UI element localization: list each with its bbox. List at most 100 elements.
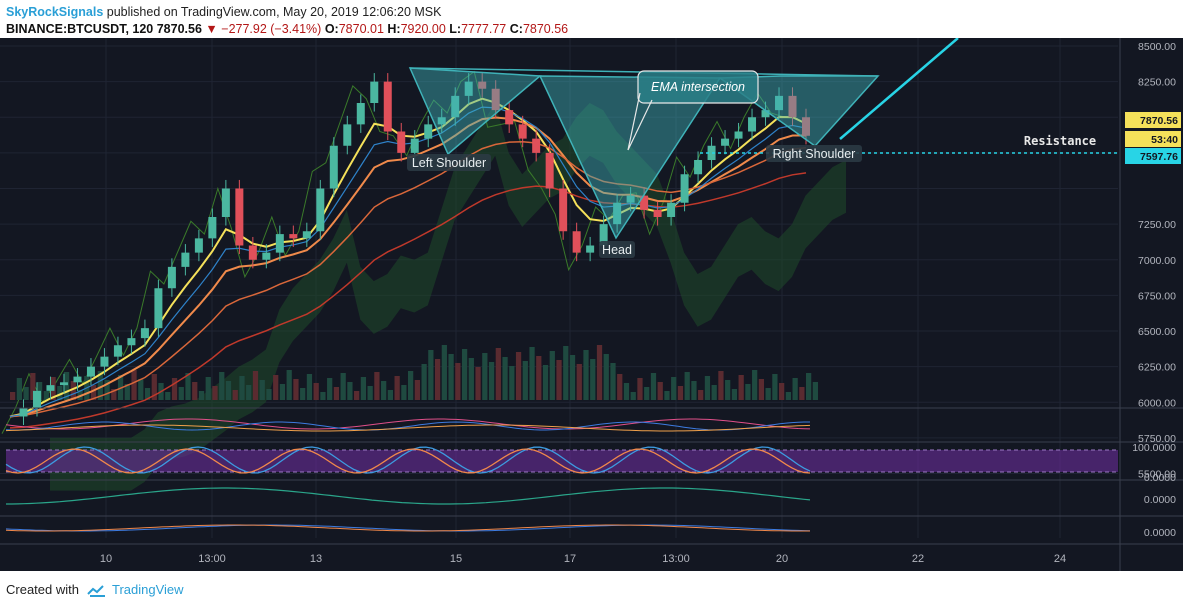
volume-bar — [488, 362, 495, 400]
time-axis: 10 13:00 13 15 17 13:00 20 22 24 — [0, 543, 1183, 565]
y-tick-label: 7250.00 — [1138, 219, 1176, 231]
volume-bar — [745, 384, 751, 400]
head-shape — [538, 75, 722, 240]
volume-bar — [448, 354, 454, 400]
x-tick-label: 13:00 — [198, 553, 226, 565]
candle-body — [518, 124, 527, 139]
volume-bar — [731, 389, 738, 400]
candle-body — [275, 234, 284, 253]
y-tick-label: 6750.00 — [1138, 290, 1176, 302]
volume-bar — [252, 371, 259, 400]
volume-bar — [610, 363, 616, 400]
volume-bar — [536, 356, 542, 400]
volume-bar — [806, 373, 812, 400]
y-tick-label: 5500.00 — [1138, 469, 1176, 481]
volume-bar — [779, 383, 785, 400]
volume-bar — [515, 352, 522, 400]
volume-bar — [684, 372, 690, 400]
oscillator-line-1 — [5, 418, 811, 430]
volume-bar — [90, 385, 97, 400]
candle-body — [370, 81, 379, 103]
candle-body — [464, 81, 473, 96]
volume-bar — [259, 380, 265, 400]
subpanel-tick-label: 0.0000 — [1144, 472, 1176, 484]
volume-bar — [583, 350, 589, 400]
candle-body — [788, 95, 797, 118]
open-value: 7870.01 — [338, 22, 384, 36]
volume-bar — [16, 378, 22, 400]
volume-bar — [522, 361, 528, 400]
candle-body — [478, 81, 487, 89]
volume-bar — [617, 374, 623, 400]
x-tick-label: 15 — [450, 553, 462, 565]
candle-body — [599, 224, 608, 246]
candle-body — [343, 124, 352, 146]
volume-bar — [785, 392, 792, 400]
macd-line — [5, 524, 811, 532]
candle-body — [329, 145, 338, 189]
author-name[interactable]: SkyRockSignals — [6, 5, 104, 19]
tradingview-brand[interactable]: TradingView — [112, 582, 184, 597]
volume-bar — [556, 360, 562, 400]
volume-bar — [408, 371, 414, 400]
volume-bar — [475, 367, 481, 400]
low-value: 7777.77 — [461, 22, 507, 36]
volume-bar — [671, 377, 677, 400]
volume-bar — [637, 378, 643, 400]
last-price: 7870.56 — [156, 22, 202, 36]
candle-body — [289, 234, 298, 239]
subpanel-tick-label: 100.0000 — [1132, 442, 1176, 454]
volume-bar — [266, 389, 272, 400]
volume-bar — [704, 376, 711, 400]
candle-body — [424, 124, 433, 139]
candle-body — [302, 231, 311, 239]
volume-bar — [725, 380, 731, 400]
volume-bar — [772, 374, 778, 400]
volume-bar — [192, 382, 198, 400]
y-tick-label: 6500.00 — [1138, 326, 1176, 338]
candle-body — [100, 356, 109, 367]
candle-body — [127, 338, 136, 346]
volume-bar — [414, 380, 420, 400]
volume-bar — [468, 358, 474, 400]
candle-body — [694, 160, 703, 175]
candle-body — [208, 217, 217, 239]
volume-bar — [104, 380, 110, 400]
candle-body — [532, 138, 541, 153]
volume-bar — [70, 381, 76, 400]
volume-bar — [529, 347, 535, 400]
candle-body — [248, 245, 257, 260]
price-badge-label: 53:40 — [1151, 134, 1178, 146]
candle-body — [545, 152, 554, 189]
volume-bar — [131, 370, 137, 400]
volume-bar — [576, 364, 582, 400]
price-badge-label: 7870.56 — [1140, 115, 1178, 127]
created-with-text: Created with — [6, 582, 79, 597]
candle-body — [721, 138, 730, 146]
resistance-label: Resistance — [1024, 134, 1096, 148]
candle-body — [761, 110, 770, 118]
candle-body — [73, 376, 82, 383]
candle-body — [167, 266, 176, 289]
ema-mid2-line — [9, 141, 807, 418]
volume-bar — [138, 379, 144, 400]
x-tick-label: 10 — [100, 553, 112, 565]
down-triangle-icon: ▼ — [205, 22, 218, 36]
volume-bar — [394, 376, 400, 400]
volume-bar — [171, 378, 178, 400]
candle-body — [397, 131, 406, 153]
macd-signal-line — [5, 524, 810, 532]
price-chart[interactable]: Resistance EMA intersection Left Shoulder H… — [0, 38, 1183, 571]
candle-body — [640, 195, 649, 210]
y-tick-label: 8500.00 — [1138, 41, 1176, 53]
candle-body — [154, 288, 163, 329]
volume-bar — [30, 373, 36, 400]
volume-bar — [300, 388, 306, 400]
y-tick-label: 6000.00 — [1138, 397, 1176, 409]
volume-bar — [482, 353, 488, 400]
candle-body — [19, 407, 28, 417]
volume-bar — [718, 371, 724, 400]
x-tick-label: 17 — [564, 553, 576, 565]
volume-bar — [549, 351, 555, 400]
high-label: H: — [387, 22, 401, 36]
